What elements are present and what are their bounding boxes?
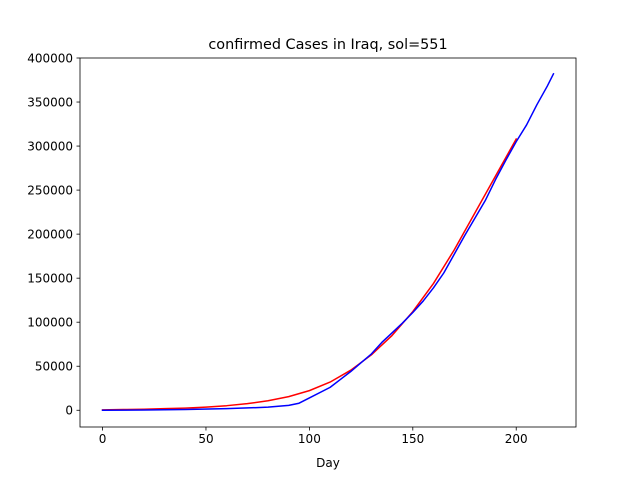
y-tick-label: 200000 xyxy=(27,227,73,241)
series-line-1 xyxy=(101,137,518,411)
y-tick-label: 300000 xyxy=(27,139,73,153)
y-tick-label: 50000 xyxy=(35,360,73,374)
x-tick-label: 0 xyxy=(99,432,107,446)
y-tick-label: 400000 xyxy=(27,51,73,65)
x-axis-label: Day xyxy=(316,456,340,470)
x-tick-label: 200 xyxy=(505,432,528,446)
chart-title: confirmed Cases in Iraq, sol=551 xyxy=(208,37,447,53)
y-tick-label: 0 xyxy=(65,404,73,418)
plot-area: 0 50 100 150 200 0 50000 100000 150000 200000 2500… xyxy=(27,51,577,446)
y-tick-label: 150000 xyxy=(27,271,73,285)
y-tick-label: 100000 xyxy=(27,316,73,330)
y-tick-label: 350000 xyxy=(27,95,73,109)
x-tick-label: 50 xyxy=(198,432,213,446)
x-tick-label: 100 xyxy=(298,432,321,446)
y-tick-label: 250000 xyxy=(27,183,73,197)
x-tick-label: 150 xyxy=(401,432,424,446)
axes-frame xyxy=(79,57,577,428)
series-line-2 xyxy=(101,72,555,412)
